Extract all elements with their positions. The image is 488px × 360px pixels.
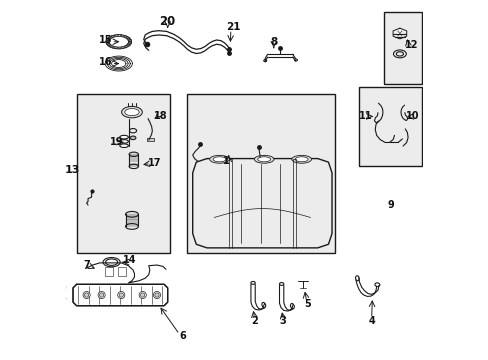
Text: 9: 9 [387,200,393,210]
Text: 5: 5 [304,299,311,309]
Ellipse shape [130,136,136,140]
Ellipse shape [129,152,138,157]
Ellipse shape [213,157,225,162]
Ellipse shape [122,107,142,118]
Text: 19: 19 [110,137,123,147]
Polygon shape [73,284,167,306]
Ellipse shape [291,156,311,163]
Ellipse shape [257,157,270,162]
Text: 6: 6 [179,331,186,341]
Circle shape [155,293,159,297]
Text: 20: 20 [159,14,176,27]
Circle shape [140,293,144,297]
Text: 4: 4 [367,316,374,326]
Bar [105,267,113,276]
Text: 13: 13 [64,165,80,175]
Circle shape [98,292,105,298]
Text: 1: 1 [222,157,229,166]
Bar [77,94,170,253]
Ellipse shape [209,156,229,163]
Circle shape [84,293,88,297]
Text: 21: 21 [226,22,241,32]
Circle shape [99,293,103,297]
Circle shape [139,292,146,298]
Text: 14: 14 [122,255,136,265]
Bar [383,12,422,84]
Ellipse shape [254,156,273,163]
Text: 2: 2 [251,316,257,326]
Circle shape [119,293,123,297]
Text: 10: 10 [406,111,419,121]
Text: 8: 8 [269,37,277,47]
Text: 7: 7 [83,260,90,270]
Text: 16: 16 [99,57,112,67]
Bar [118,267,125,276]
Circle shape [83,292,90,298]
Circle shape [118,292,124,298]
Text: 12: 12 [404,40,418,50]
Text: 3: 3 [279,316,286,326]
Text: 18: 18 [153,111,167,121]
Ellipse shape [120,144,128,148]
Text: 11: 11 [358,111,371,121]
Ellipse shape [120,140,128,143]
Ellipse shape [125,211,138,217]
Circle shape [153,292,160,298]
Bar [186,94,334,253]
Bar [358,87,422,166]
Ellipse shape [295,157,307,162]
Text: 17: 17 [147,158,161,168]
Ellipse shape [120,135,128,139]
Bar [147,138,154,141]
Ellipse shape [124,109,139,116]
Text: 15: 15 [99,35,112,45]
